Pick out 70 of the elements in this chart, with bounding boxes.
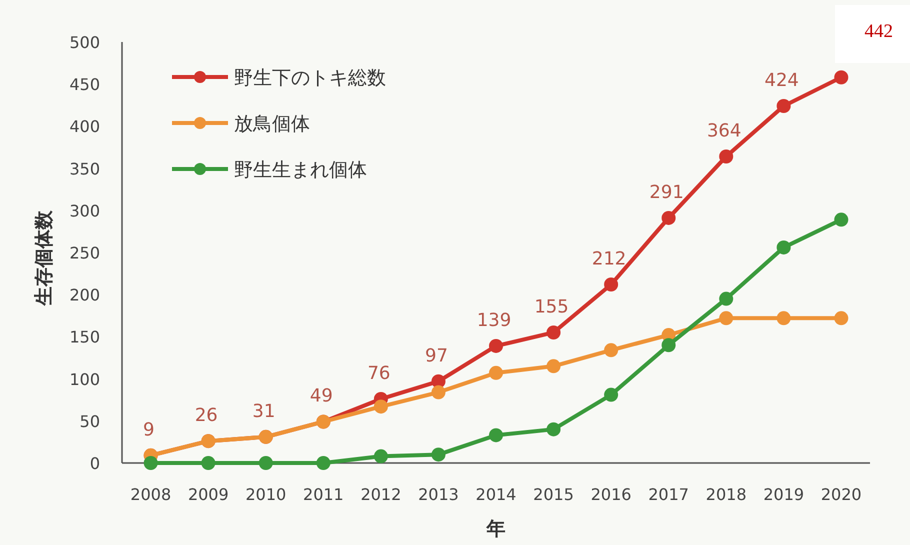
- data-label: 291: [649, 182, 684, 203]
- point: [258, 456, 273, 470]
- point: [719, 150, 734, 164]
- x-tick-label: 2015: [533, 485, 574, 504]
- x-tick-label: 2009: [188, 485, 229, 504]
- data-label: 31: [252, 400, 276, 422]
- annotation: 442: [864, 21, 893, 42]
- point: [662, 338, 676, 352]
- y-tick-label: 50: [80, 412, 100, 431]
- point: [489, 366, 503, 380]
- x-tick-label: 2008: [130, 485, 172, 504]
- point: [374, 400, 388, 414]
- point: [604, 277, 618, 292]
- point: [662, 210, 676, 225]
- data-label: 139: [476, 310, 512, 331]
- point: [546, 422, 561, 436]
- point: [316, 456, 330, 470]
- data-label: 76: [367, 363, 390, 384]
- point: [546, 359, 561, 374]
- point: [489, 428, 503, 442]
- point: [719, 311, 734, 326]
- x-tick-label: 2012: [360, 485, 402, 504]
- x-tick-label: 2010: [245, 485, 286, 504]
- y-tick-label: 150: [69, 328, 100, 347]
- point: [374, 449, 388, 464]
- data-label: 49: [310, 386, 333, 407]
- data-label: 364: [706, 120, 742, 142]
- legend-label: 放鳥個体: [234, 113, 310, 135]
- data-label: 424: [764, 70, 799, 91]
- x-tick-label: 2013: [418, 485, 459, 504]
- point: [776, 98, 791, 113]
- point: [604, 343, 618, 358]
- x-tick-label: 2014: [476, 485, 516, 504]
- point: [834, 70, 848, 84]
- x-tick-label: 2018: [706, 485, 747, 504]
- data-label: 26: [194, 405, 218, 426]
- y-tick-label: 250: [69, 244, 100, 262]
- data-label: 155: [534, 296, 569, 318]
- y-tick-label: 200: [69, 286, 100, 305]
- point: [776, 240, 791, 254]
- point: [834, 311, 848, 326]
- point: [431, 385, 446, 400]
- y-tick-label: 100: [69, 370, 100, 389]
- legend-label: 野生下のトキ総数: [234, 67, 386, 89]
- point: [604, 388, 618, 402]
- x-tick-label: 2016: [590, 485, 632, 504]
- y-tick-label: 400: [69, 117, 100, 136]
- point: [201, 456, 216, 470]
- point: [489, 338, 503, 353]
- y-tick-label: 0: [90, 454, 100, 473]
- y-tick-label: 500: [69, 33, 100, 52]
- x-tick-label: 2011: [303, 485, 344, 504]
- x-tick-label: 2019: [763, 485, 804, 504]
- x-tick-label: 2017: [648, 485, 689, 504]
- point: [834, 212, 848, 227]
- point: [719, 292, 734, 306]
- data-label: 97: [425, 345, 448, 366]
- legend-label: 野生生まれ個体: [234, 159, 367, 181]
- point: [144, 456, 158, 470]
- y-tick-label: 300: [69, 201, 100, 220]
- y-axis-title: 生存個体数: [33, 210, 55, 306]
- point: [776, 311, 791, 326]
- point: [431, 448, 446, 462]
- x-axis-title: 年: [486, 518, 506, 540]
- data-label: 212: [592, 248, 626, 270]
- point: [546, 325, 561, 340]
- data-label: 9: [143, 419, 154, 440]
- x-tick-label: 2020: [820, 485, 862, 504]
- y-tick-label: 350: [69, 159, 100, 178]
- y-tick-label: 450: [69, 75, 100, 94]
